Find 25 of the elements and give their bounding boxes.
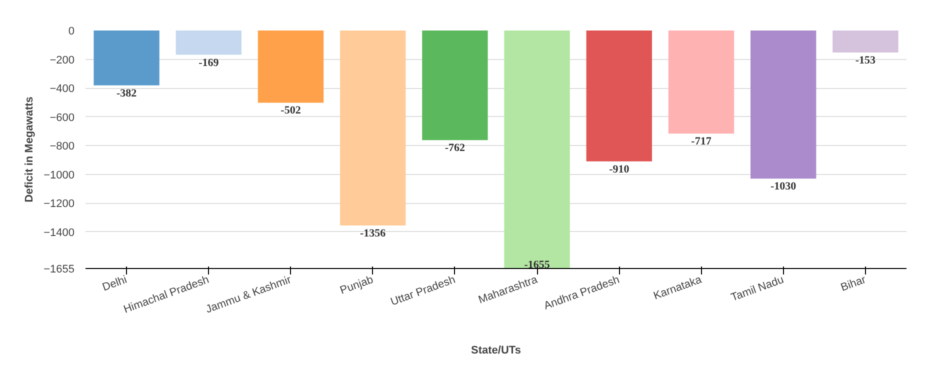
y-tick-label: −1200: [44, 198, 75, 210]
x-tick-label: Punjab: [338, 274, 375, 297]
data-label: -717: [691, 136, 712, 148]
x-tick-label: Delhi: [100, 274, 129, 294]
data-label: -153: [855, 54, 876, 66]
data-label: -910: [609, 163, 630, 176]
x-tick-label: Tamil Nadu: [730, 274, 786, 304]
data-label: -382: [116, 87, 138, 100]
y-tick-label: −600: [50, 112, 75, 124]
x-axis-title: State/UTs: [471, 344, 521, 357]
y-tick-label: −1655: [44, 264, 75, 276]
y-tick-label: −1000: [44, 169, 75, 182]
y-axis-title: Deficit in Megawatts: [24, 96, 36, 202]
y-tick-label: 0: [68, 26, 75, 38]
x-tick-label: Bihar: [839, 274, 868, 294]
y-tick-label: −800: [50, 140, 75, 153]
data-label: -1356: [360, 228, 386, 240]
data-label: -1030: [770, 180, 797, 193]
y-tick-label: −400: [50, 83, 75, 96]
data-label: -502: [280, 104, 302, 117]
data-label: -762: [444, 142, 466, 154]
y-tick-label: −1400: [44, 226, 75, 239]
data-label: -169: [198, 56, 220, 69]
y-tick-label: −200: [50, 54, 75, 66]
data-label: -1655: [524, 258, 550, 271]
